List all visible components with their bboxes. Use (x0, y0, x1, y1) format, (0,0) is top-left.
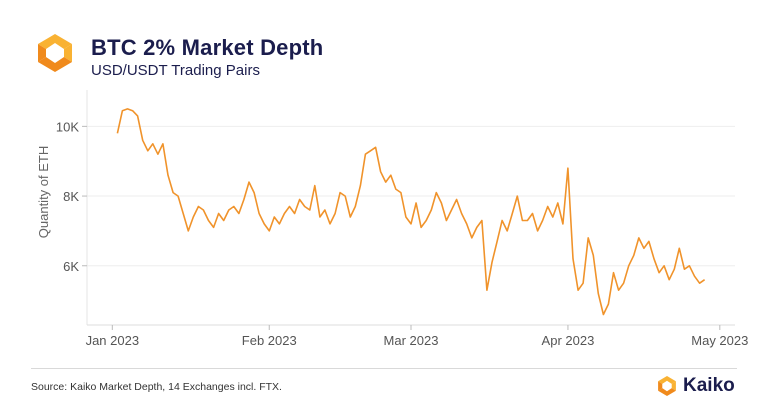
brand-name: Kaiko (683, 375, 735, 396)
footer-divider (31, 368, 737, 369)
gridlines (87, 125, 735, 267)
x-tick-label: Mar 2023 (384, 333, 439, 348)
y-tick-label: 10K (56, 119, 79, 134)
y-axis-label: Quantity of ETH (36, 146, 51, 238)
x-tick-label: May 2023 (691, 333, 748, 348)
kaiko-logo-icon (34, 32, 76, 74)
chart-subtitle: USD/USDT Trading Pairs (91, 62, 260, 79)
y-tick-label: 6K (63, 259, 79, 274)
kaiko-logo-icon (658, 376, 676, 396)
x-axis-ticks: Jan 2023 Feb 2023 Mar 2023 Apr 2023 May 2023 (86, 325, 748, 348)
x-tick-label: Apr 2023 (542, 333, 595, 348)
chart-title: BTC 2% Market Depth (91, 35, 324, 60)
x-tick-label: Feb 2023 (242, 333, 297, 348)
brand-logo: Kaiko (656, 374, 735, 398)
y-tick-label: 8K (63, 189, 79, 204)
x-tick-label: Jan 2023 (86, 333, 140, 348)
y-axis-ticks: 10K 8K 6K (56, 119, 87, 274)
series-line (116, 108, 706, 316)
source-note: Source: Kaiko Market Depth, 14 Exchanges… (31, 381, 282, 393)
axes (86, 90, 735, 326)
